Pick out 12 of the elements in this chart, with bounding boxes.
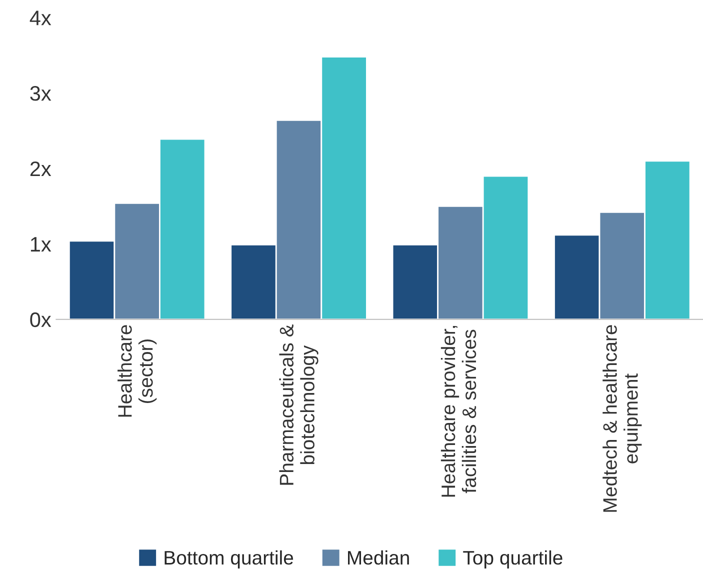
- x-tick-label: Medtech & healthcare equipment: [602, 325, 642, 512]
- x-tick-label: Pharmaceuticals & biotechnology: [279, 324, 318, 485]
- legend-label: Median: [348, 550, 409, 565]
- y-tick-label: 1x: [30, 237, 52, 252]
- x-tick-label: Healthcare provider, facilities & services: [440, 326, 476, 497]
- legend-label: Top quartile: [463, 550, 562, 568]
- x-tick-label: Healthcare (sector): [118, 325, 157, 417]
- y-tick-label: 0x: [30, 312, 52, 328]
- y-tick-label: 2x: [30, 161, 52, 176]
- legend-label: Bottom quartile: [164, 550, 294, 568]
- y-tick-label: 4x: [30, 10, 52, 26]
- y-tick-label: 3x: [30, 86, 52, 101]
